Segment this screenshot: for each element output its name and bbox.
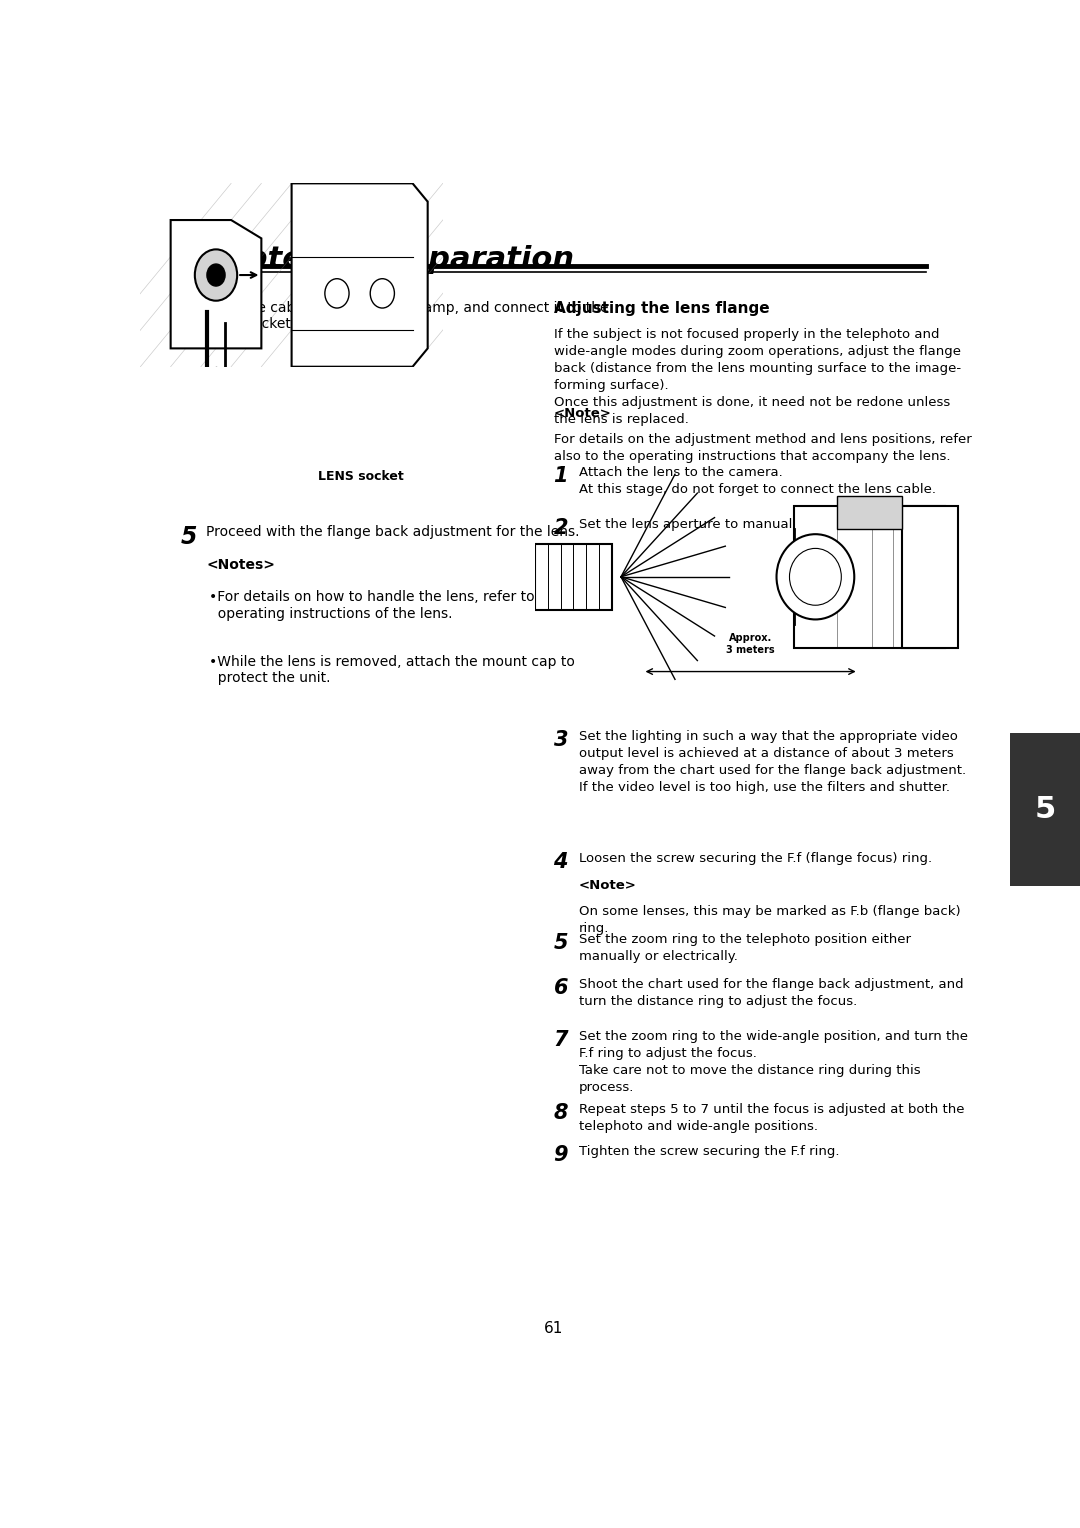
- Text: 7: 7: [554, 1030, 568, 1050]
- Text: 5: 5: [181, 524, 198, 549]
- Circle shape: [194, 249, 238, 301]
- Text: <Note>: <Note>: [579, 879, 636, 892]
- Text: 3: 3: [554, 730, 568, 750]
- Text: Set the lens aperture to manual and open the aperture.: Set the lens aperture to manual and open…: [579, 518, 951, 530]
- Text: 5: 5: [554, 932, 568, 953]
- Polygon shape: [292, 183, 428, 367]
- Text: LENS socket: LENS socket: [319, 471, 404, 483]
- Polygon shape: [1010, 733, 1080, 886]
- Text: Loosen the screw securing the F.f (flange focus) ring.: Loosen the screw securing the F.f (flang…: [579, 851, 932, 865]
- Text: 8: 8: [554, 1103, 568, 1123]
- Text: Attach the lens to the camera.
At this stage, do not forget to connect the lens : Attach the lens to the camera. At this s…: [579, 466, 935, 495]
- Text: Proceed with the flange back adjustment for the lens.: Proceed with the flange back adjustment …: [206, 524, 580, 538]
- Text: Set the lighting in such a way that the appropriate video
output level is achiev: Set the lighting in such a way that the …: [579, 730, 966, 795]
- Text: 4: 4: [181, 301, 198, 325]
- Text: Approx.
3 meters: Approx. 3 meters: [726, 634, 775, 656]
- Text: For details on the adjustment method and lens positions, refer
also to the opera: For details on the adjustment method and…: [554, 432, 971, 463]
- Text: Set the zoom ring to the telephoto position either
manually or electrically.: Set the zoom ring to the telephoto posit…: [579, 932, 910, 963]
- Text: Set the zoom ring to the wide-angle position, and turn the
F.f ring to adjust th: Set the zoom ring to the wide-angle posi…: [579, 1030, 968, 1094]
- Circle shape: [777, 535, 854, 619]
- Polygon shape: [794, 506, 945, 648]
- Text: 61: 61: [544, 1322, 563, 1337]
- Circle shape: [207, 264, 225, 286]
- Text: •For details on how to handle the lens, refer to the
  operating instructions of: •For details on how to handle the lens, …: [208, 590, 562, 620]
- Text: •While the lens is removed, attach the mount cap to
  protect the unit.: •While the lens is removed, attach the m…: [208, 656, 575, 686]
- Text: Push the cable into the cable clamp, and connect it to the
LENS socket.: Push the cable into the cable clamp, and…: [206, 301, 609, 332]
- Polygon shape: [902, 506, 958, 648]
- Text: Repeat steps 5 to 7 until the focus is adjusted at both the
telephoto and wide-a: Repeat steps 5 to 7 until the focus is a…: [579, 1103, 964, 1134]
- Text: <Notes>: <Notes>: [206, 558, 275, 571]
- Text: Shoot the chart used for the flange back adjustment, and
turn the distance ring : Shoot the chart used for the flange back…: [579, 978, 963, 1007]
- Polygon shape: [535, 544, 612, 610]
- Text: 6: 6: [554, 978, 568, 998]
- Text: 1: 1: [554, 466, 568, 486]
- Text: 5: 5: [1035, 796, 1055, 824]
- Text: 4: 4: [554, 851, 568, 871]
- Text: 2: 2: [554, 518, 568, 538]
- Text: Adjusting the lens flange: Adjusting the lens flange: [554, 301, 769, 316]
- Polygon shape: [171, 220, 261, 348]
- Polygon shape: [837, 497, 902, 529]
- Text: Chapter 5  Preparation: Chapter 5 Preparation: [181, 244, 575, 274]
- Text: If the subject is not focused properly in the telephoto and
wide-angle modes dur: If the subject is not focused properly i…: [554, 329, 960, 426]
- Text: On some lenses, this may be marked as F.b (flange back)
ring.: On some lenses, this may be marked as F.…: [579, 905, 960, 935]
- Text: <Note>: <Note>: [554, 406, 611, 420]
- Text: Tighten the screw securing the F.f ring.: Tighten the screw securing the F.f ring.: [579, 1144, 839, 1158]
- Text: 9: 9: [554, 1144, 568, 1164]
